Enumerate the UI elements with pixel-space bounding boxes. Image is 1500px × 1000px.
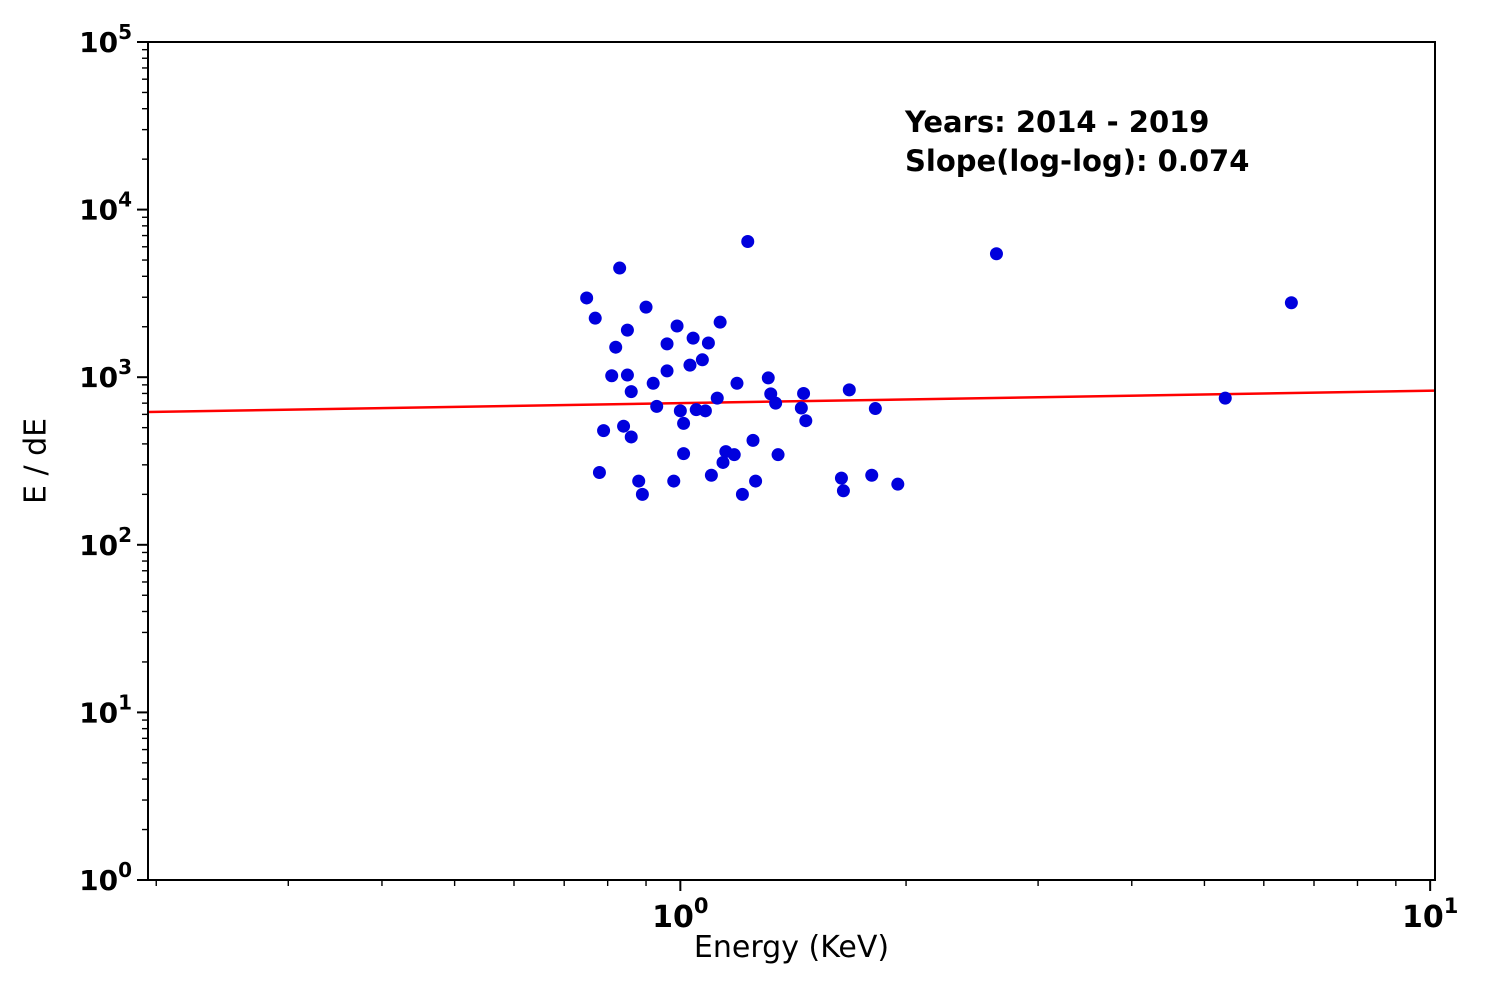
data-point xyxy=(735,487,749,501)
data-point xyxy=(635,487,649,501)
data-point xyxy=(794,401,808,415)
data-point xyxy=(624,385,638,399)
data-point xyxy=(727,448,741,462)
annotation-years: Years: 2014 - 2019 xyxy=(905,105,1210,139)
data-point xyxy=(741,235,755,249)
data-point xyxy=(797,386,811,400)
fit-line xyxy=(147,389,1436,414)
data-point xyxy=(613,261,627,275)
data-point xyxy=(868,402,882,416)
data-point xyxy=(713,315,727,329)
scatter-points xyxy=(580,235,1298,501)
data-point xyxy=(660,337,674,351)
data-point xyxy=(677,447,691,461)
tick-labels: 100 101 102 103 104 105 100 101 xyxy=(79,20,1458,935)
data-point xyxy=(620,323,634,337)
major-ticks xyxy=(137,41,1432,891)
svg-text:105: 105 xyxy=(79,20,132,59)
data-point xyxy=(746,433,760,447)
data-point xyxy=(989,247,1003,261)
svg-text:104: 104 xyxy=(79,188,132,227)
data-point xyxy=(834,471,848,485)
data-point xyxy=(842,383,856,397)
data-point xyxy=(769,396,783,410)
data-point xyxy=(597,424,611,438)
svg-text:101: 101 xyxy=(1402,894,1458,935)
data-point xyxy=(580,291,594,305)
data-point xyxy=(588,311,602,325)
data-point xyxy=(660,364,674,378)
data-point xyxy=(710,391,724,405)
data-point xyxy=(771,448,785,462)
annotation-slope: Slope(log-log): 0.074 xyxy=(905,144,1250,178)
data-point xyxy=(836,484,850,498)
data-point xyxy=(799,414,813,428)
data-point xyxy=(730,376,744,390)
data-point xyxy=(650,399,664,413)
data-point xyxy=(698,404,712,418)
data-point xyxy=(704,468,718,482)
data-point xyxy=(716,455,730,469)
data-point xyxy=(686,331,700,345)
data-point xyxy=(1218,391,1232,405)
data-point xyxy=(605,369,619,383)
svg-text:101: 101 xyxy=(79,690,132,729)
data-point xyxy=(701,336,715,350)
data-point xyxy=(761,371,775,385)
data-point xyxy=(639,300,653,314)
data-point xyxy=(677,416,691,430)
svg-text:100: 100 xyxy=(79,858,132,897)
data-point xyxy=(667,474,681,488)
y-axis-label: E / dE xyxy=(18,417,54,505)
plot-frame xyxy=(147,41,1436,881)
annotation-box: Years: 2014 - 2019 Slope(log-log): 0.074 xyxy=(905,103,1249,181)
data-point xyxy=(592,466,606,480)
data-point xyxy=(749,474,763,488)
data-point xyxy=(620,368,634,382)
data-point xyxy=(865,468,879,482)
data-point xyxy=(695,353,709,367)
data-point xyxy=(617,419,631,433)
data-point xyxy=(891,477,905,491)
data-point xyxy=(673,404,687,418)
data-point xyxy=(632,474,646,488)
data-point xyxy=(670,319,684,333)
data-point xyxy=(1284,296,1298,310)
data-point xyxy=(646,376,660,390)
data-point xyxy=(609,340,623,354)
svg-text:100: 100 xyxy=(652,894,708,935)
data-point xyxy=(683,358,697,372)
svg-text:103: 103 xyxy=(79,355,132,394)
data-point xyxy=(624,430,638,444)
svg-text:102: 102 xyxy=(79,523,132,562)
x-axis-label: Energy (KeV) xyxy=(693,930,890,965)
